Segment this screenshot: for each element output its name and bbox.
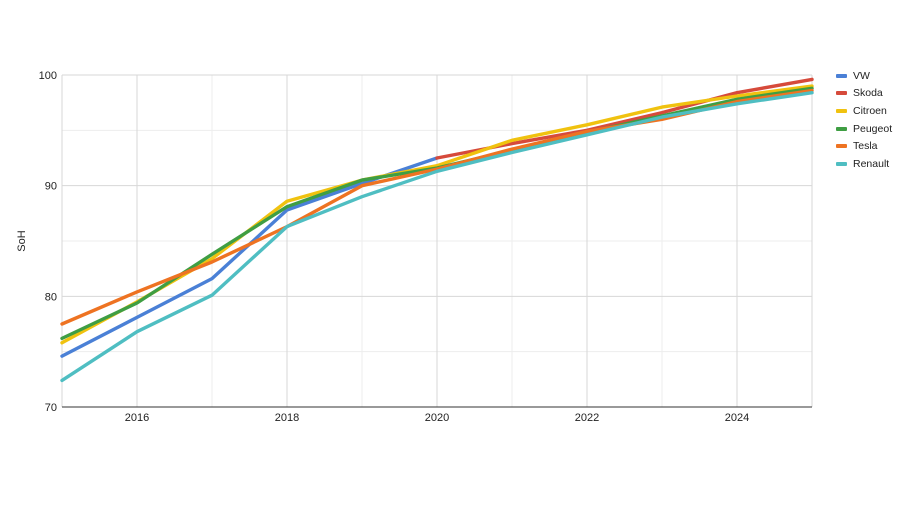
legend-swatch — [836, 126, 847, 131]
legend-item-peugeot: Peugeot — [836, 120, 892, 138]
x-tick-label: 2018 — [275, 412, 299, 424]
legend-label: VW — [853, 69, 870, 82]
legend: VW Skoda Citroen Peugeot Tesla Renault — [836, 67, 892, 173]
y-tick-label: 90 — [45, 181, 57, 193]
legend-label: Skoda — [853, 87, 883, 100]
x-tick-label: 2024 — [725, 412, 749, 424]
legend-swatch — [836, 73, 847, 78]
tick-labels: 2016 2018 2020 2022 2024 70 80 90 100 — [39, 70, 750, 424]
legend-label: Peugeot — [853, 122, 893, 135]
legend-item-citroen: Citroen — [836, 102, 892, 120]
legend-item-skoda: Skoda — [836, 85, 892, 103]
legend-label: Renault — [853, 157, 890, 170]
legend-swatch — [836, 108, 847, 113]
series-line-vw — [60, 156, 439, 358]
y-axis-title: SoH — [16, 230, 28, 251]
series-line-renault — [60, 90, 814, 383]
y-tick-label: 80 — [45, 291, 57, 303]
y-tick-label: 100 — [39, 70, 57, 82]
legend-label: Tesla — [853, 140, 878, 153]
series-lines — [60, 77, 814, 383]
legend-item-tesla: Tesla — [836, 137, 892, 155]
legend-item-vw: VW — [836, 67, 892, 85]
x-tick-label: 2022 — [575, 412, 599, 424]
legend-item-renault: Renault — [836, 155, 892, 173]
y-tick-label: 70 — [45, 402, 57, 414]
legend-swatch — [836, 91, 847, 96]
x-tick-label: 2020 — [425, 412, 449, 424]
x-tick-label: 2016 — [125, 412, 149, 424]
legend-swatch — [836, 144, 847, 149]
legend-swatch — [836, 161, 847, 166]
legend-label: Citroen — [853, 104, 887, 117]
